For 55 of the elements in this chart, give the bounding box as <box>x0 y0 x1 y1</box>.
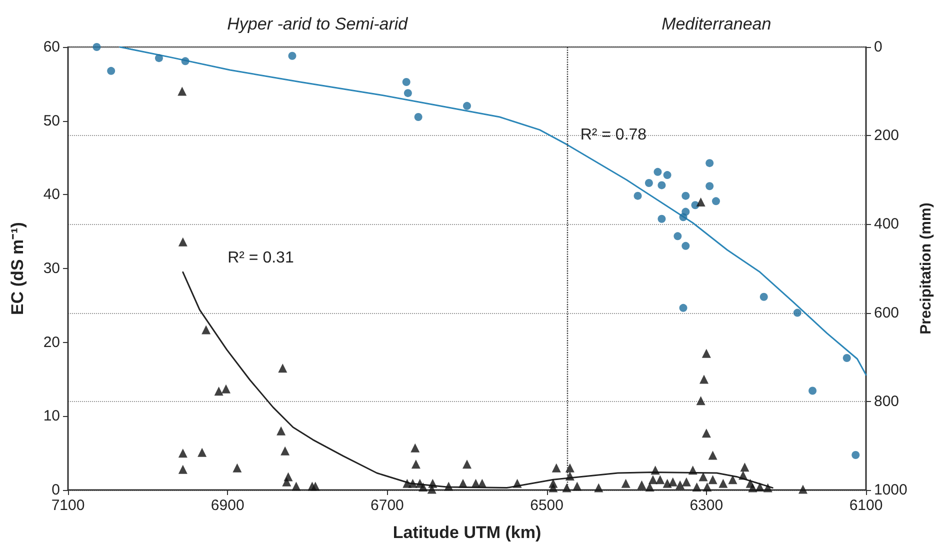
y2-tick-label: 1000 <box>874 482 908 498</box>
point <box>842 354 851 362</box>
point <box>674 232 682 240</box>
x-tick-label: 6500 <box>530 497 564 514</box>
point <box>706 159 714 168</box>
point <box>402 78 410 86</box>
point <box>663 171 672 180</box>
point <box>658 181 666 190</box>
line-series <box>119 46 867 376</box>
x-tick-label: 6300 <box>690 497 724 514</box>
point <box>679 304 688 312</box>
point <box>852 451 860 459</box>
annotation: R² = 0.31 <box>228 250 294 266</box>
point <box>760 292 768 301</box>
point <box>463 102 471 110</box>
point <box>654 168 662 176</box>
y2-axis-title: Precipitation (mm) <box>917 202 934 334</box>
point <box>154 54 163 62</box>
y-tick-label: 30 <box>43 260 60 277</box>
point <box>679 213 688 222</box>
x-axis-title: Latitude UTM (km) <box>392 523 542 542</box>
y2-tick-label: 600 <box>874 304 900 322</box>
y2-tick-label: 800 <box>874 392 900 410</box>
point <box>793 308 802 317</box>
y2-tick-label: 200 <box>874 127 900 144</box>
y-tick-label: 40 <box>43 186 60 204</box>
point <box>808 386 817 395</box>
y2-tick-label: 400 <box>874 216 900 233</box>
x-tick-label: 7100 <box>51 497 85 514</box>
point <box>92 43 101 51</box>
y-tick-label: 20 <box>43 334 60 351</box>
text: Mediterranean <box>662 14 772 34</box>
x-tick-label: 6900 <box>210 497 244 514</box>
point <box>634 192 642 200</box>
point <box>706 182 714 190</box>
x-tick-label: 6100 <box>849 497 883 514</box>
point <box>181 57 190 66</box>
point <box>288 52 296 60</box>
annotation: R² = 0.78 <box>580 126 647 144</box>
y2-tick-label: 0 <box>874 38 882 56</box>
point <box>712 197 720 206</box>
y-axis-title: EC (dS m⁻¹) <box>8 222 27 315</box>
point <box>682 192 690 200</box>
y-tick-label: 0 <box>52 482 60 498</box>
point <box>658 214 666 223</box>
point <box>107 66 116 75</box>
y-tick-label: 10 <box>43 408 60 425</box>
point <box>404 89 412 98</box>
x-tick-label: 6700 <box>370 497 404 514</box>
point <box>644 179 653 187</box>
text: Hyper -arid to Semi-arid <box>227 14 408 34</box>
point <box>414 112 422 121</box>
point <box>682 242 690 250</box>
y-tick-label: 60 <box>43 38 60 56</box>
y-tick-label: 50 <box>43 112 60 130</box>
